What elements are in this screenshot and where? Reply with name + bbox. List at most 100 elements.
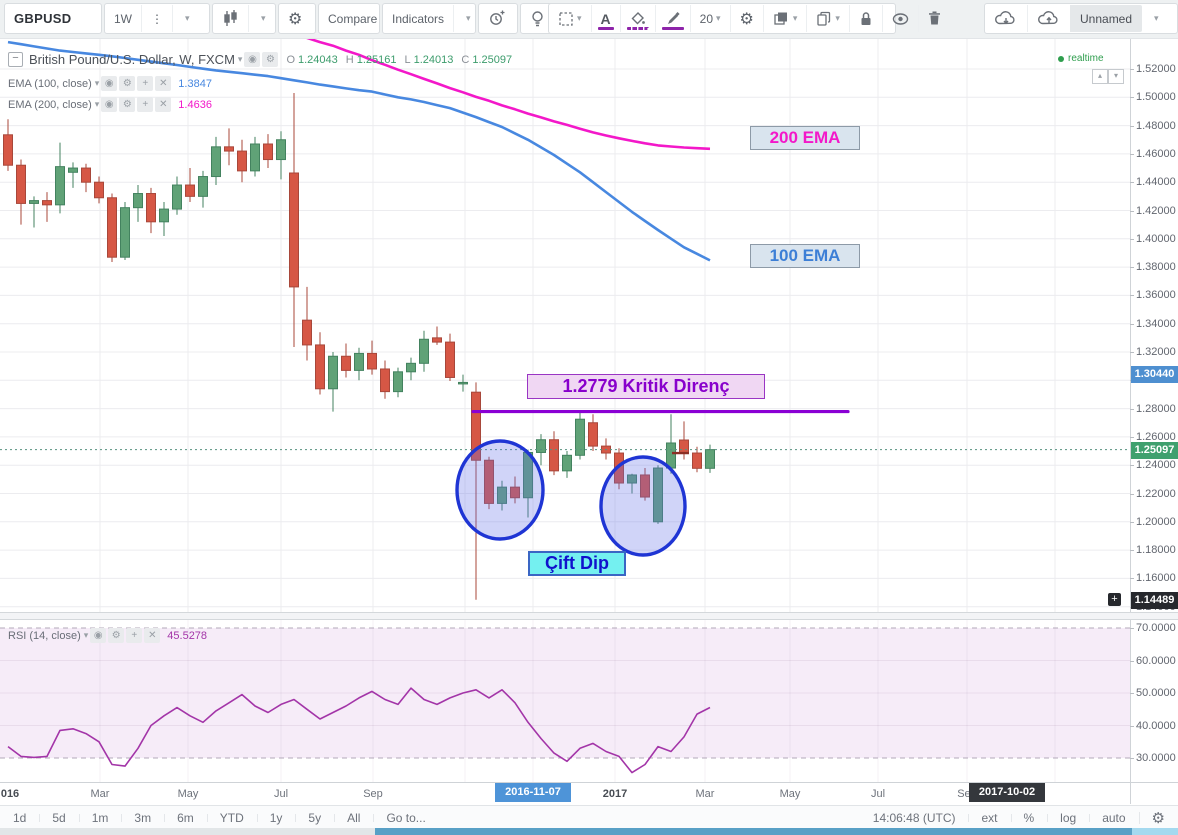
rsi-line [7, 687, 711, 774]
symbol-name[interactable]: GBPUSD [14, 11, 72, 26]
double-dip-ellipse[interactable] [599, 455, 687, 557]
chevron-down-icon[interactable]: ▾ [237, 54, 243, 64]
pane-move-up-button[interactable]: ▴ [1092, 69, 1108, 84]
gear-icon[interactable]: ⚙ [108, 628, 125, 643]
extended-hours-button[interactable]: ext [968, 811, 1010, 825]
annotation-resistance[interactable]: 1.2779 Kritik Direnç [527, 374, 765, 399]
drawing-settings-gear-icon[interactable]: ⚙ [729, 5, 763, 32]
goto-date-button[interactable]: Go to... [373, 811, 438, 825]
remove-drawings-trash-icon[interactable] [917, 5, 950, 32]
interval-button[interactable]: 1W [114, 11, 132, 26]
eye-icon[interactable]: ◉ [244, 52, 261, 67]
annotation-double-dip[interactable]: Çift Dip [528, 551, 626, 576]
gear-icon[interactable]: ⚙ [119, 76, 136, 91]
range-3m-button[interactable]: 3m [121, 811, 164, 825]
close-icon[interactable]: ✕ [155, 76, 172, 91]
text-color-button[interactable]: A [590, 5, 620, 32]
double-dip-ellipse[interactable] [455, 439, 545, 541]
candle [406, 357, 416, 381]
main-price-chart[interactable] [0, 38, 1130, 612]
chevron-down-icon[interactable]: ▾ [94, 78, 100, 88]
price-tick-label: 1.18000 [1130, 544, 1176, 557]
candle [341, 343, 351, 378]
realtime-indicator: realtime [1058, 53, 1104, 64]
layout-name-button[interactable]: Unnamed [1070, 5, 1143, 32]
close-icon[interactable]: ✕ [144, 628, 161, 643]
clone-icon[interactable]: ▾ [806, 5, 849, 32]
annotation-100ema[interactable]: 100 EMA [750, 244, 860, 268]
price-badge: 1.30440 [1131, 366, 1178, 383]
rsi-band [0, 628, 1130, 758]
indicators-dropdown-icon[interactable]: ▾ [453, 5, 480, 32]
range-1y-button[interactable]: 1y [256, 811, 296, 825]
eye-icon[interactable]: ◉ [90, 628, 107, 643]
candles-layer [3, 93, 715, 600]
price-tick-label: 1.44000 [1130, 176, 1176, 189]
add-alert-plus-icon[interactable]: + [1108, 593, 1121, 606]
candle [289, 93, 299, 348]
chevron-down-icon[interactable]: ▾ [94, 99, 100, 109]
close-icon[interactable]: ✕ [155, 97, 172, 112]
hide-drawings-eye-icon[interactable] [881, 5, 918, 32]
clock-utc-label[interactable]: 14:06:48 (UTC) [872, 810, 956, 825]
candle [16, 159, 26, 225]
percent-scale-button[interactable]: % [1010, 811, 1048, 825]
candle [484, 456, 494, 510]
auto-scale-button[interactable]: auto [1089, 811, 1138, 825]
range-5d-button[interactable]: 5d [39, 811, 78, 825]
range-all-button[interactable]: All [334, 811, 373, 825]
chart-type-dropdown-icon[interactable]: ▾ [248, 5, 275, 32]
ema100-label[interactable]: EMA (100, close) [8, 77, 92, 90]
font-size-dropdown[interactable]: 20 ▾ [689, 5, 730, 32]
range-6m-button[interactable]: 6m [164, 811, 207, 825]
pencil-color-icon[interactable] [654, 5, 690, 32]
collapse-pane-icon[interactable]: − [8, 52, 23, 67]
interval-menu-icon[interactable]: ⋮ [141, 5, 172, 32]
pane-maximize-button[interactable]: ▾ [1108, 69, 1124, 84]
log-scale-button[interactable]: log [1047, 811, 1089, 825]
candle [224, 128, 234, 166]
fill-bucket-icon[interactable] [619, 5, 655, 32]
range-5y-button[interactable]: 5y [295, 811, 334, 825]
chevron-down-icon[interactable]: ▾ [83, 630, 89, 640]
close-label: C [461, 53, 470, 66]
selection-rect-icon[interactable]: ▾ [549, 5, 591, 32]
gear-icon[interactable]: ⚙ [262, 52, 279, 67]
candle [94, 176, 104, 204]
save-layout-cloud-icon[interactable] [1027, 5, 1070, 32]
load-layout-cloud-icon[interactable] [985, 5, 1027, 32]
plus-icon[interactable]: + [137, 76, 154, 91]
range-ytd-button[interactable]: YTD [206, 811, 257, 825]
symbol-title[interactable]: British Pound/U.S. Dollar, W, FXCM [29, 52, 235, 67]
time-tick-label: Mar [695, 788, 715, 800]
pane-divider[interactable] [0, 612, 1178, 620]
chart-properties-gear-icon[interactable]: ⚙ [288, 10, 303, 28]
ideas-lightbulb-icon[interactable] [521, 5, 554, 32]
eye-icon[interactable]: ◉ [101, 76, 118, 91]
rsi-label[interactable]: RSI (14, close) [8, 629, 81, 642]
scrollbar-thumb[interactable] [375, 828, 1132, 835]
plus-icon[interactable]: + [126, 628, 143, 643]
rsi-value: 45.5278 [167, 629, 208, 642]
axis-settings-gear-icon[interactable]: ⚙ [1138, 809, 1178, 827]
annotation-200ema[interactable]: 200 EMA [750, 126, 860, 150]
layout-dropdown-icon[interactable]: ▾ [1154, 13, 1159, 23]
range-1m-button[interactable]: 1m [78, 811, 122, 825]
eye-icon[interactable]: ◉ [101, 97, 118, 112]
chart-type-icon[interactable] [213, 5, 248, 32]
indicators-button[interactable]: Indicators [392, 11, 445, 26]
symbol-search-button[interactable]: GBPUSD [4, 3, 102, 34]
bottom-scroll-strip[interactable] [0, 828, 1178, 835]
high-label: H [345, 53, 354, 66]
rsi-pane-chart[interactable] [0, 618, 1130, 782]
gear-icon[interactable]: ⚙ [119, 97, 136, 112]
plus-icon[interactable]: + [137, 97, 154, 112]
lock-icon[interactable] [848, 5, 882, 32]
interval-dropdown-icon[interactable]: ▾ [172, 5, 199, 32]
range-1d-button[interactable]: 1d [13, 810, 27, 825]
add-alert-icon[interactable] [479, 5, 514, 32]
layers-icon[interactable]: ▾ [762, 5, 807, 32]
compare-button[interactable]: Compare [328, 11, 378, 26]
date-badge: 2017-10-02 [969, 783, 1045, 802]
ema200-label[interactable]: EMA (200, close) [8, 98, 92, 111]
